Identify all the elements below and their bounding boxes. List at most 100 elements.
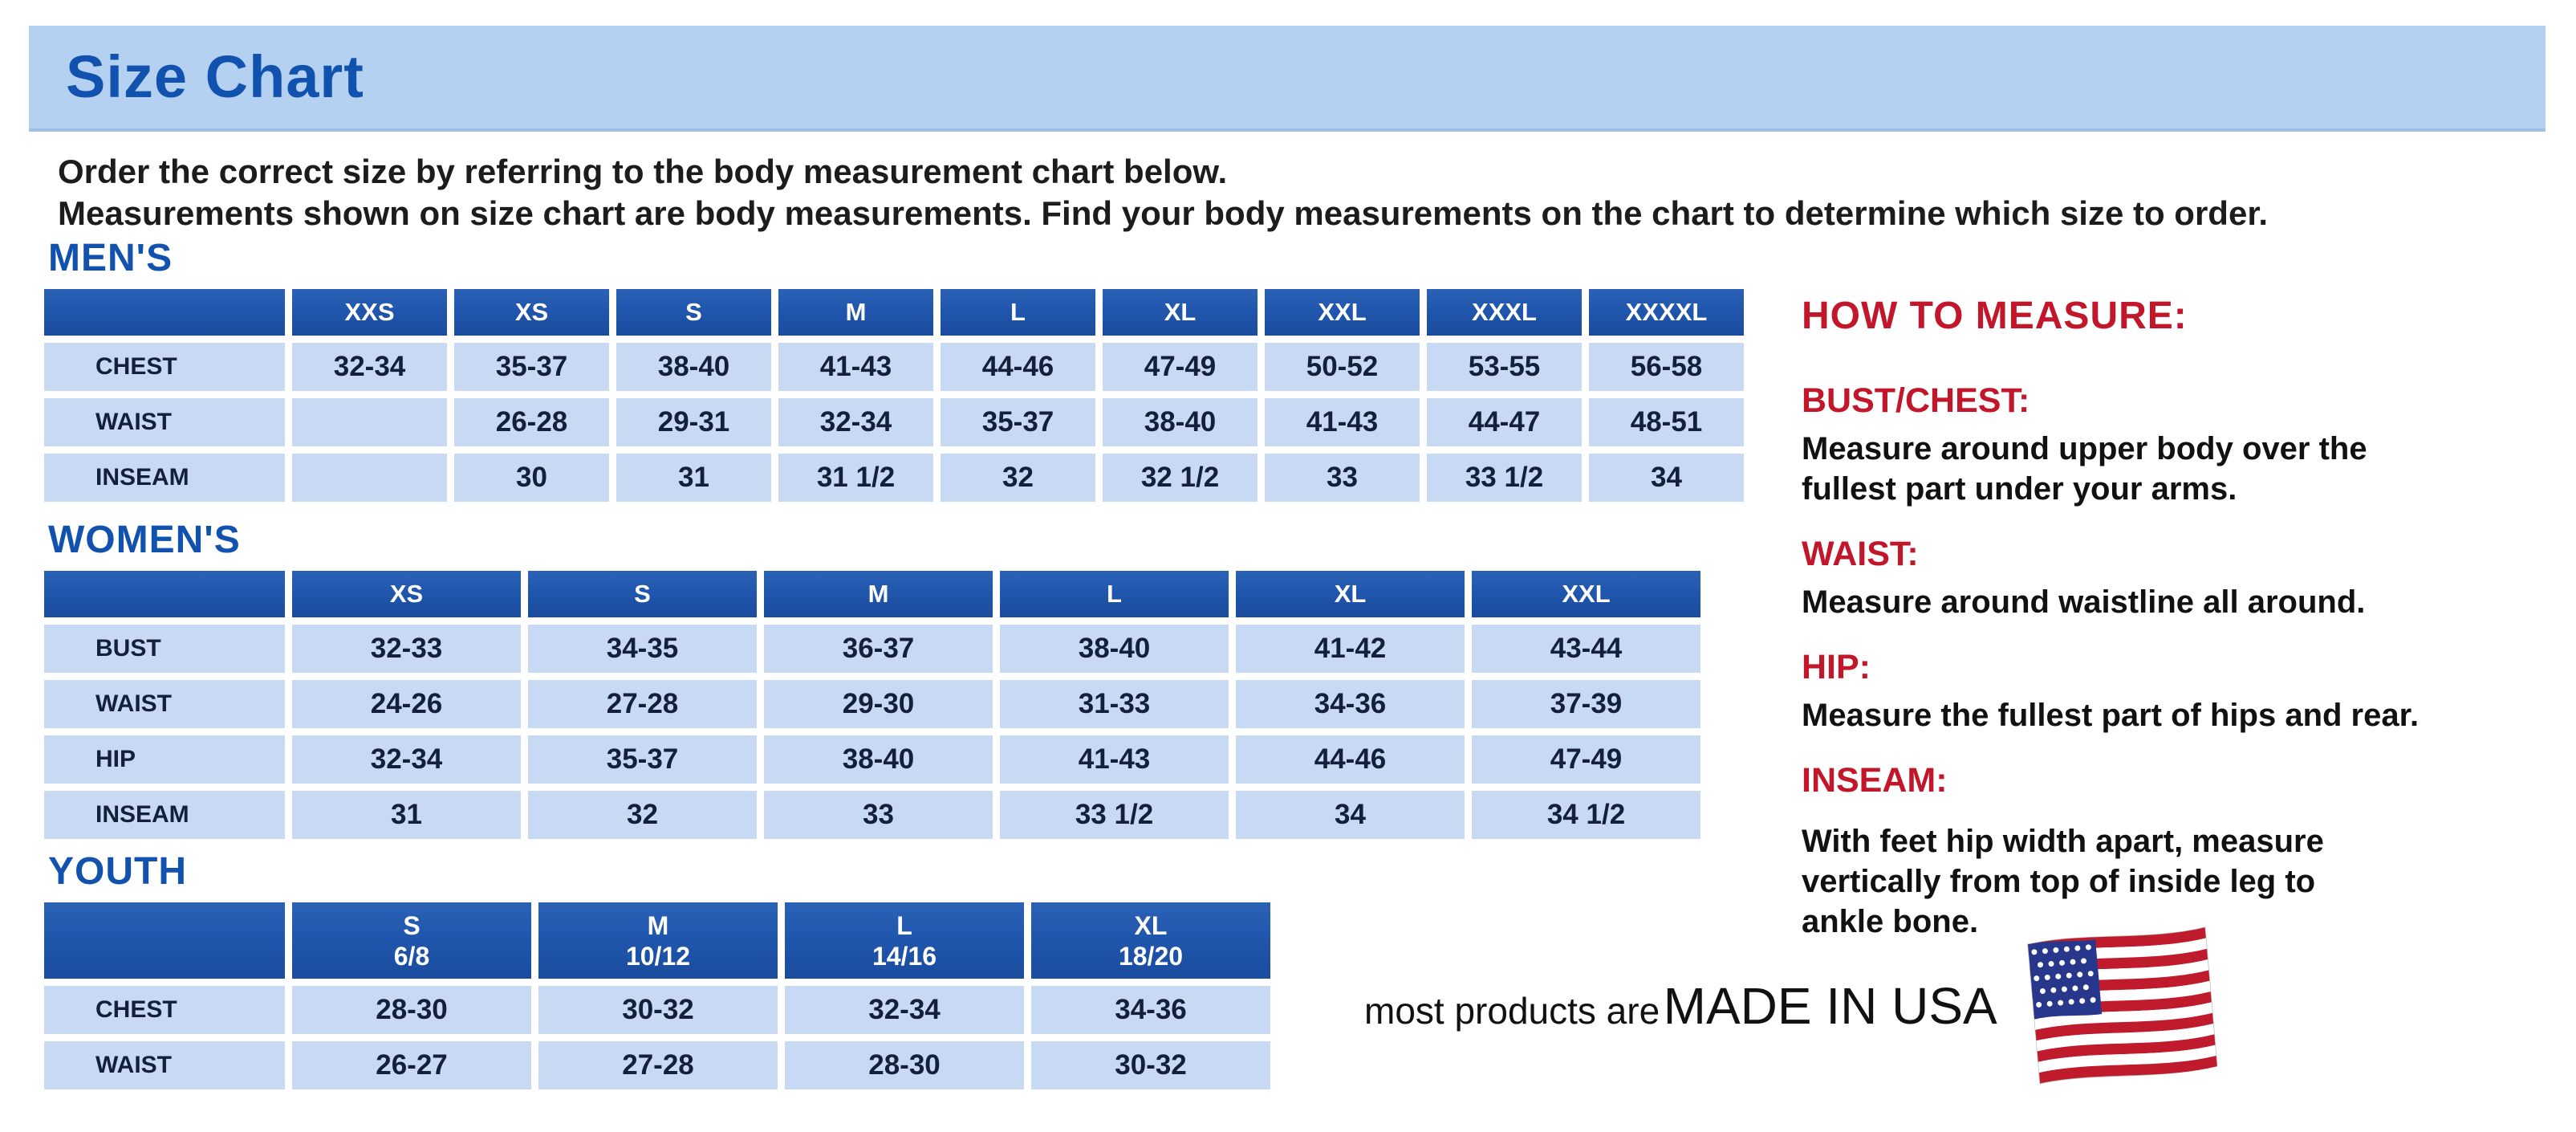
- size-value-cell: 27-28: [528, 680, 757, 728]
- size-value-cell: 33 1/2: [1000, 791, 1229, 839]
- size-value-cell: 31-33: [1000, 680, 1229, 728]
- size-header-cell: M: [778, 289, 933, 336]
- table-row: HIP 32-34 35-37 38-40 41-43 44-46 47-49: [44, 735, 1700, 784]
- inseam-text: With feet hip width apart, measure verti…: [1802, 824, 2324, 939]
- size-value-cell: 37-39: [1472, 680, 1700, 728]
- size-value-cell: 31: [616, 454, 771, 502]
- size-value-cell: 41-42: [1236, 625, 1465, 673]
- size-value-cell: 34 1/2: [1472, 791, 1700, 839]
- size-value-cell: 32 1/2: [1103, 454, 1258, 502]
- made-in-usa-text: most products are MADE IN USA: [1364, 976, 1997, 1036]
- youth-section: YOUTH S 6/8 M 10/12 L 14/16 XL 18/20 CHEST 28…: [37, 849, 1278, 1097]
- measure-section-waist: WAIST: Measure around waistline all arou…: [1802, 535, 2532, 622]
- size-value-cell: 53-55: [1427, 343, 1582, 391]
- row-label-cell: INSEAM: [44, 454, 285, 502]
- mens-section: MEN'S XXS XS S M L XL XXL XXXL XXXXL CHEST 32-34 35…: [37, 236, 1751, 509]
- size-value-cell: 41-43: [1000, 735, 1229, 784]
- waist-label: WAIST:: [1802, 535, 1919, 573]
- size-value-cell: 32-34: [292, 735, 521, 784]
- table-row: INSEAM 31 32 33 33 1/2 34 34 1/2: [44, 791, 1700, 839]
- size-value-cell: 31: [292, 791, 521, 839]
- mens-heading: MEN'S: [48, 237, 173, 279]
- size-value-cell: 28-30: [292, 986, 531, 1034]
- size-value-cell: 26-28: [454, 398, 609, 446]
- usa-flag-icon: [2027, 926, 2218, 1085]
- intro-line-1: Order the correct size by referring to t…: [58, 153, 1228, 190]
- size-value-cell: [292, 398, 447, 446]
- size-value-cell: 28-30: [785, 1041, 1024, 1089]
- size-value-cell: 47-49: [1472, 735, 1700, 784]
- corner-header-cell: [44, 902, 285, 979]
- row-label-cell: WAIST: [44, 1041, 285, 1089]
- measure-section-bust-chest: BUST/CHEST: Measure around upper body ov…: [1802, 381, 2532, 509]
- size-header-cell: XS: [454, 289, 609, 336]
- corner-header-cell: [44, 571, 285, 617]
- size-value-cell: 36-37: [764, 625, 993, 673]
- size-header-cell: L 14/16: [785, 902, 1024, 979]
- table-row: WAIST 24-26 27-28 29-30 31-33 34-36 37-39: [44, 680, 1700, 728]
- size-value-cell: 43-44: [1472, 625, 1700, 673]
- size-header-cell: M: [764, 571, 993, 617]
- table-row: WAIST 26-28 29-31 32-34 35-37 38-40 41-43 44-47…: [44, 398, 1744, 446]
- size-value-cell: 34-35: [528, 625, 757, 673]
- measure-section-inseam: INSEAM: With feet hip width apart, measu…: [1802, 761, 2532, 942]
- youth-heading: YOUTH: [48, 850, 187, 893]
- size-value-cell: 34-36: [1236, 680, 1465, 728]
- size-value-cell: 32-34: [785, 986, 1024, 1034]
- intro-line-2: Measurements shown on size chart are bod…: [58, 194, 2269, 232]
- made-in-usa-prefix: most products are: [1364, 989, 1660, 1032]
- size-value-cell: 33 1/2: [1427, 454, 1582, 502]
- size-value-cell: 34-36: [1031, 986, 1270, 1034]
- title-banner: Size Chart: [29, 26, 2546, 132]
- size-value-cell: 33: [764, 791, 993, 839]
- row-label-cell: CHEST: [44, 986, 285, 1034]
- size-header-cell: XXXL: [1427, 289, 1582, 336]
- corner-header-cell: [44, 289, 285, 336]
- size-header-cell: XS: [292, 571, 521, 617]
- size-header-cell: M 10/12: [538, 902, 778, 979]
- size-value-cell: 47-49: [1103, 343, 1258, 391]
- size-value-cell: 35-37: [528, 735, 757, 784]
- size-value-cell: 29-30: [764, 680, 993, 728]
- size-value-cell: 30: [454, 454, 609, 502]
- size-value-cell: 48-51: [1589, 398, 1744, 446]
- table-row: WAIST 26-27 27-28 28-30 30-32: [44, 1041, 1270, 1089]
- inseam-label: INSEAM:: [1802, 761, 1948, 800]
- size-value-cell: 29-31: [616, 398, 771, 446]
- size-value-cell: 24-26: [292, 680, 521, 728]
- size-value-cell: 44-46: [941, 343, 1095, 391]
- hip-text: Measure the fullest part of hips and rea…: [1802, 698, 2420, 733]
- size-header-cell: L: [1000, 571, 1229, 617]
- size-value-cell: 56-58: [1589, 343, 1744, 391]
- measure-section-hip: HIP: Measure the fullest part of hips an…: [1802, 648, 2532, 735]
- row-label-cell: WAIST: [44, 680, 285, 728]
- table-row: BUST 32-33 34-35 36-37 38-40 41-42 43-44: [44, 625, 1700, 673]
- page-title: Size Chart: [66, 43, 364, 110]
- womens-size-table: XS S M L XL XXL BUST 32-33 34-35 36-37 38-40 41-42 4…: [37, 564, 1708, 846]
- mens-size-table: XXS XS S M L XL XXL XXXL XXXXL CHEST 32-34 35-37 38-…: [37, 282, 1751, 509]
- size-header-cell: XL 18/20: [1031, 902, 1270, 979]
- size-header-cell: XL: [1103, 289, 1258, 336]
- womens-section: WOMEN'S XS S M L XL XXL BUST 32-33 34-35 36-37 38-…: [37, 518, 1708, 846]
- size-value-cell: 35-37: [454, 343, 609, 391]
- bust-chest-label: BUST/CHEST:: [1802, 381, 2030, 420]
- size-value-cell: 32-34: [292, 343, 447, 391]
- table-row: INSEAM 30 31 31 1/2 32 32 1/2 33 33 1/2 34: [44, 454, 1744, 502]
- made-in-usa-label: MADE IN USA: [1663, 976, 1997, 1035]
- size-value-cell: 32: [528, 791, 757, 839]
- size-value-cell: 26-27: [292, 1041, 531, 1089]
- size-value-cell: 27-28: [538, 1041, 778, 1089]
- size-header-cell: S: [528, 571, 757, 617]
- hip-label: HIP:: [1802, 648, 1871, 686]
- size-value-cell: [292, 454, 447, 502]
- size-value-cell: 38-40: [1103, 398, 1258, 446]
- size-value-cell: 38-40: [616, 343, 771, 391]
- womens-heading: WOMEN'S: [48, 519, 241, 561]
- row-label-cell: INSEAM: [44, 791, 285, 839]
- row-label-cell: HIP: [44, 735, 285, 784]
- size-value-cell: 35-37: [941, 398, 1095, 446]
- size-header-cell: XXXXL: [1589, 289, 1744, 336]
- size-value-cell: 31 1/2: [778, 454, 933, 502]
- size-value-cell: 34: [1589, 454, 1744, 502]
